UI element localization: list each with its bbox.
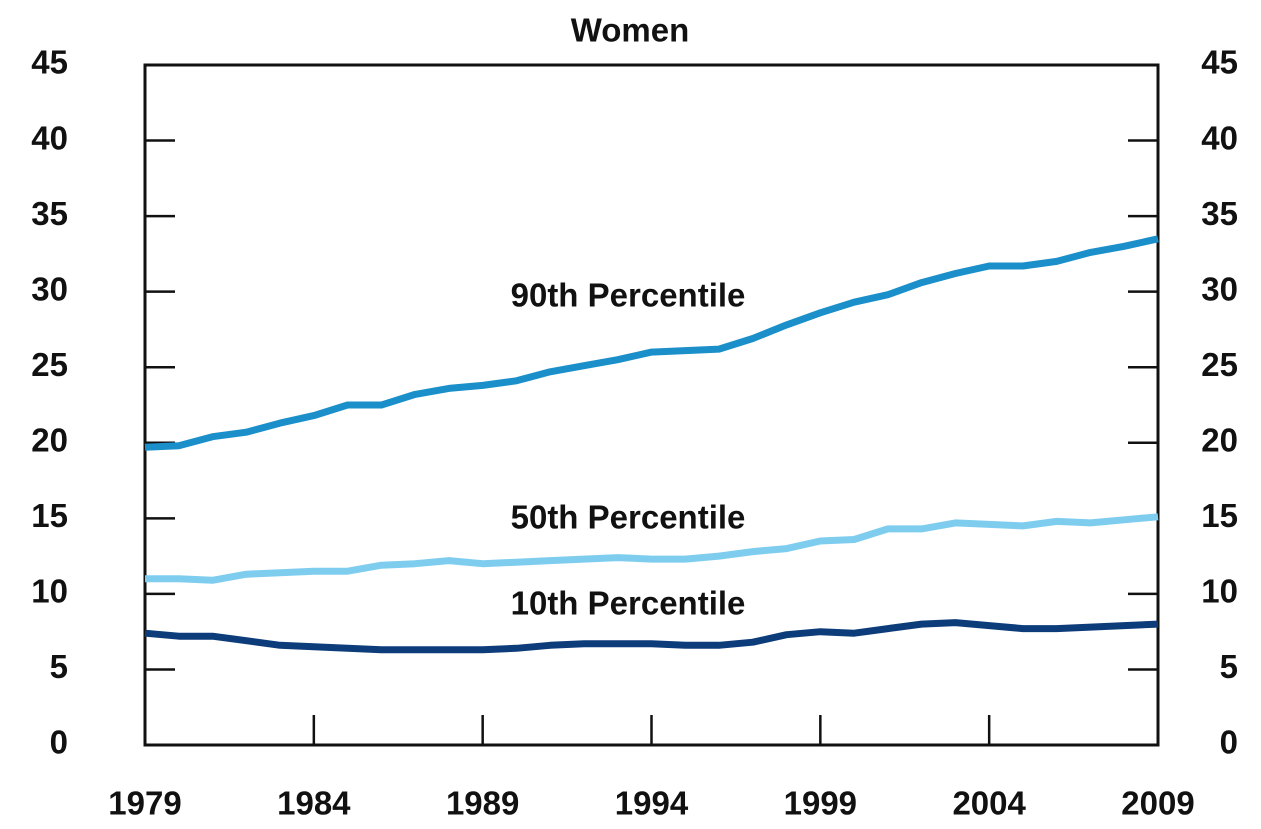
y-tick-label: 5 <box>50 648 68 685</box>
y-tick-label: 40 <box>31 119 68 156</box>
series-line <box>144 619 1159 654</box>
y-tick-label: 25 <box>31 346 68 383</box>
x-tick-label: 2004 <box>952 785 1026 822</box>
y-tick-label: 15 <box>31 497 68 534</box>
x-tick-label: 1989 <box>446 785 519 822</box>
y2-tick-label: 5 <box>1220 648 1238 685</box>
y2-tick-label: 10 <box>1201 573 1238 610</box>
y-tick-label: 0 <box>50 724 68 761</box>
y-tick-label: 35 <box>31 195 68 232</box>
series-label: 90th Percentile <box>511 277 746 314</box>
x-tick-label: 1984 <box>277 785 351 822</box>
y-tick-label: 10 <box>31 573 68 610</box>
x-tick-label: 1994 <box>615 785 689 822</box>
y2-tick-label: 30 <box>1201 270 1238 307</box>
y2-tick-label: 45 <box>1201 44 1238 81</box>
y2-tick-label: 0 <box>1220 724 1238 761</box>
y-tick-label: 30 <box>31 270 68 307</box>
series-line <box>144 235 1159 451</box>
y-tick-label: 20 <box>31 421 68 458</box>
x-tick-label: 1979 <box>108 785 181 822</box>
y2-tick-label: 25 <box>1201 346 1238 383</box>
x-tick-label: 1999 <box>784 785 857 822</box>
y2-tick-label: 15 <box>1201 497 1238 534</box>
y-tick-label: 45 <box>31 44 68 81</box>
series-line <box>145 513 1159 584</box>
y2-tick-label: 40 <box>1201 119 1238 156</box>
series-label: 10th Percentile <box>511 585 746 622</box>
x-tick-label: 2009 <box>1121 785 1194 822</box>
y2-tick-label: 20 <box>1201 421 1238 458</box>
chart-title: Women <box>571 12 690 49</box>
series-label: 50th Percentile <box>511 499 746 536</box>
y2-tick-label: 35 <box>1201 195 1238 232</box>
